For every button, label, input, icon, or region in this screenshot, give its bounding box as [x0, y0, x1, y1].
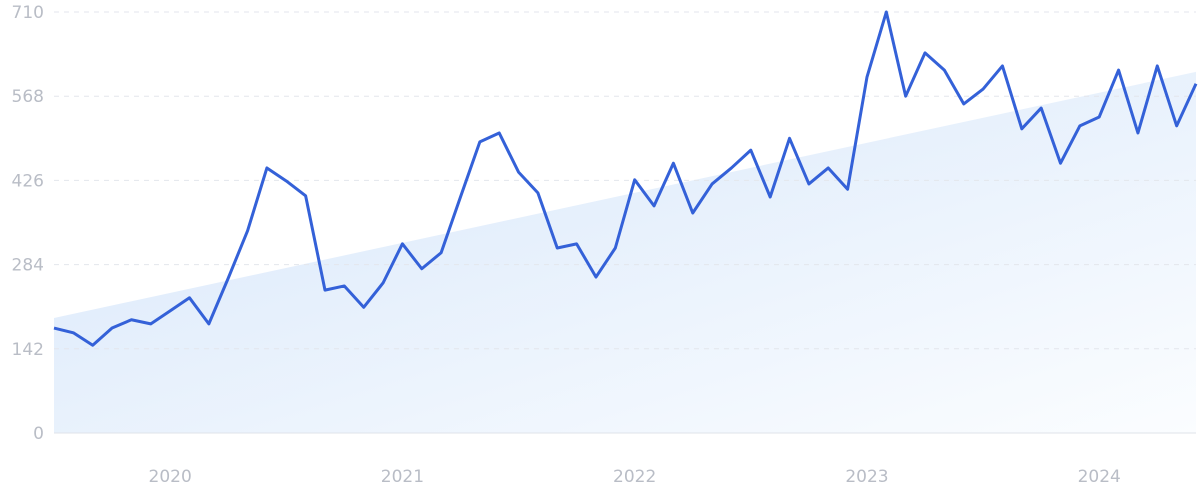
- y-tick-label: 426: [12, 171, 44, 191]
- x-tick-label: 2022: [613, 467, 656, 487]
- x-tick-label: 2021: [381, 467, 424, 487]
- y-tick-label: 568: [12, 87, 44, 107]
- y-tick-label: 710: [12, 3, 44, 23]
- trend-area: [54, 71, 1196, 433]
- y-tick-label: 0: [33, 424, 44, 444]
- x-tick-label: 2024: [1078, 467, 1121, 487]
- line: [53, 10, 1198, 347]
- y-tick-label: 284: [12, 256, 44, 276]
- x-tick-label: 2020: [149, 467, 192, 487]
- y-tick-label: 142: [12, 340, 44, 360]
- x-tick-label: 2023: [845, 467, 888, 487]
